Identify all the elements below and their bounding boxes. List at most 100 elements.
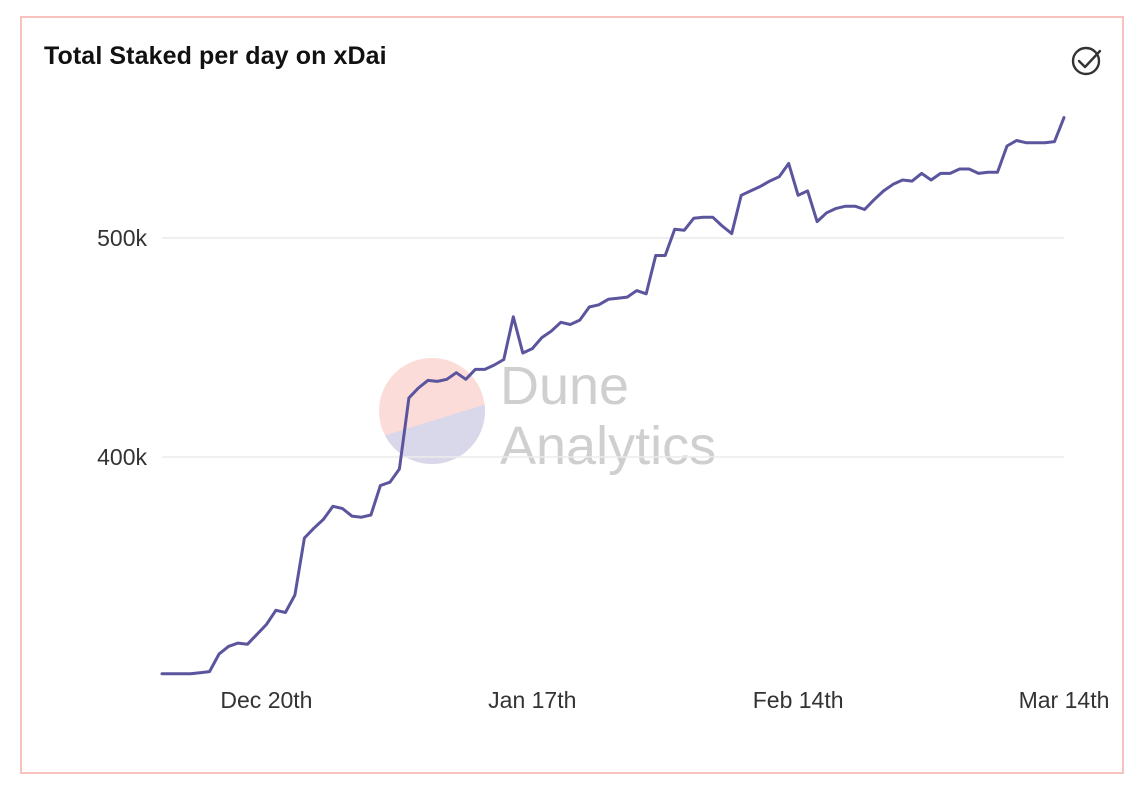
data-point[interactable] [983,167,993,177]
data-point[interactable] [157,669,167,679]
data-point[interactable] [233,638,243,648]
data-point[interactable] [214,649,224,659]
data-point[interactable] [337,504,347,514]
data-point[interactable] [603,294,613,304]
data-point[interactable] [195,668,205,678]
data-point[interactable] [375,481,385,491]
data-point[interactable] [518,348,528,358]
data-point[interactable] [499,355,509,365]
data-point[interactable] [841,201,851,211]
data-point[interactable] [641,289,651,299]
data-point[interactable] [470,364,480,374]
data-point[interactable] [167,669,177,679]
data-point[interactable] [224,641,234,651]
data-point[interactable] [679,225,689,235]
data-point[interactable] [736,190,746,200]
data-point[interactable] [299,533,309,543]
check-circle-icon[interactable] [1071,44,1103,76]
data-point[interactable] [613,293,623,303]
data-point[interactable] [565,320,575,330]
data-point[interactable] [860,205,870,215]
data-point[interactable] [879,186,889,196]
data-point[interactable] [964,164,974,174]
data-point[interactable] [584,302,594,312]
data-point[interactable] [1002,141,1012,151]
data-point[interactable] [907,176,917,186]
data-point[interactable] [575,315,585,325]
data-point[interactable] [670,224,680,234]
data-point[interactable] [546,326,556,336]
data-point[interactable] [888,179,898,189]
data-point[interactable] [271,605,281,615]
data-point[interactable] [803,186,813,196]
data-point[interactable] [366,510,376,520]
data-point[interactable] [755,182,765,192]
data-point[interactable] [442,374,452,384]
data-point[interactable] [186,669,196,679]
data-point[interactable] [898,175,908,185]
data-point[interactable] [451,368,461,378]
data-point[interactable] [622,292,632,302]
data-point[interactable] [480,364,490,374]
data-point[interactable] [850,201,860,211]
data-point[interactable] [727,229,737,239]
data-point[interactable] [1050,137,1060,147]
data-point[interactable] [394,464,404,474]
data-point[interactable] [955,164,965,174]
data-point[interactable] [632,286,642,296]
data-point[interactable] [746,186,756,196]
data-point[interactable] [689,213,699,223]
data-point[interactable] [651,251,661,261]
data-point[interactable] [537,333,547,343]
data-point[interactable] [594,300,604,310]
data-point[interactable] [765,176,775,186]
data-point[interactable] [1021,138,1031,148]
data-point[interactable] [945,168,955,178]
grid-lines [162,237,1064,458]
data-point[interactable] [1012,136,1022,146]
data-point[interactable] [347,511,357,521]
watermark: Dune Analytics [379,356,716,476]
data-point[interactable] [461,374,471,384]
data-point[interactable] [926,175,936,185]
data-point[interactable] [423,375,433,385]
data-point[interactable] [328,501,338,511]
data-point[interactable] [1031,138,1041,148]
data-point[interactable] [793,190,803,200]
data-point[interactable] [1040,138,1050,148]
data-point[interactable] [527,344,537,354]
data-point[interactable] [280,608,290,618]
data-point[interactable] [717,221,727,231]
data-point[interactable] [205,667,215,677]
data-point[interactable] [698,212,708,222]
data-point[interactable] [489,360,499,370]
data-point[interactable] [660,251,670,261]
data-point[interactable] [708,212,718,222]
data-point[interactable] [784,159,794,169]
data-point[interactable] [243,639,253,649]
data-point[interactable] [1059,113,1069,123]
data-point[interactable] [917,168,927,178]
data-point[interactable] [508,312,518,322]
data-point[interactable] [413,383,423,393]
data-point[interactable] [993,167,1003,177]
data-point[interactable] [869,195,879,205]
data-point[interactable] [774,172,784,182]
data-point[interactable] [176,669,186,679]
data-point[interactable] [252,629,262,639]
data-point[interactable] [936,168,946,178]
data-point[interactable] [432,376,442,386]
data-point[interactable] [385,477,395,487]
data-point[interactable] [812,217,822,227]
data-point[interactable] [318,514,328,524]
data-point[interactable] [261,620,271,630]
data-point[interactable] [309,523,319,533]
data-point[interactable] [556,317,566,327]
data-point[interactable] [822,208,832,218]
data-point[interactable] [404,393,414,403]
data-point[interactable] [290,590,300,600]
data-point[interactable] [974,168,984,178]
data-point[interactable] [356,512,366,522]
data-point[interactable] [831,203,841,213]
